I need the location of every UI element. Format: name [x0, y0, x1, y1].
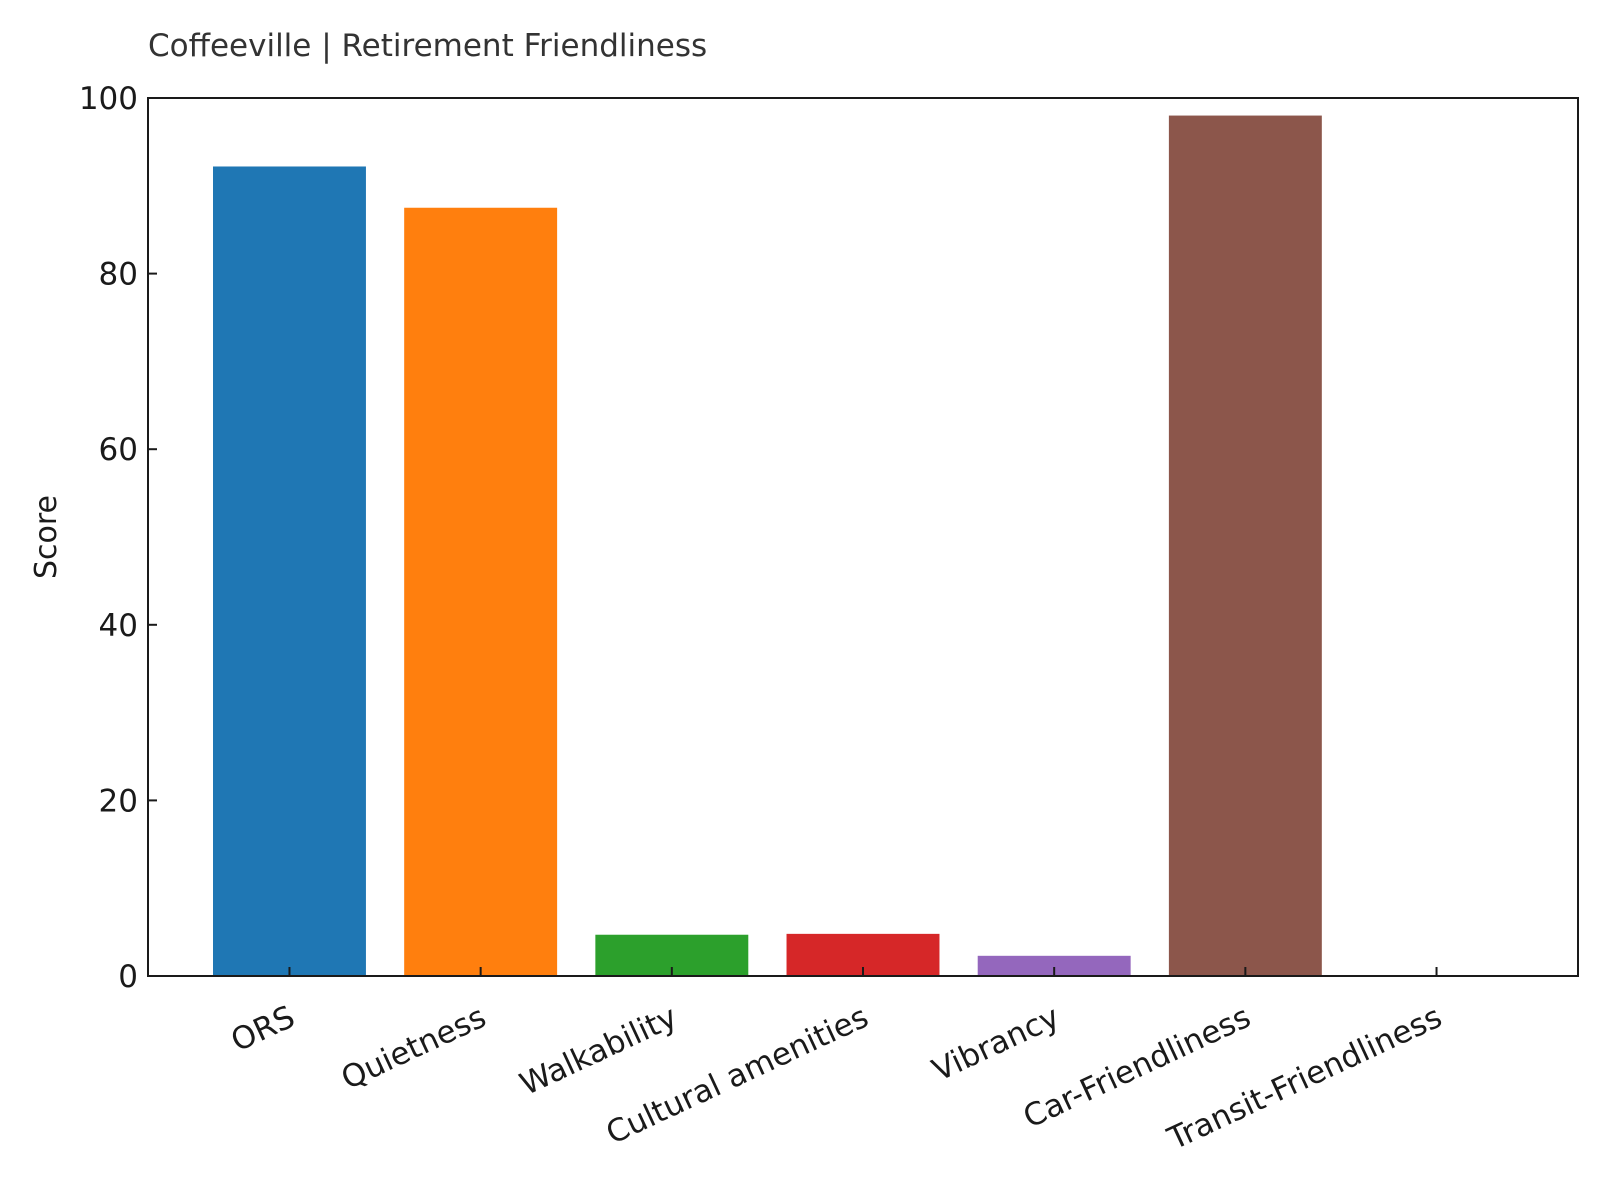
y-tick-label: 20: [99, 783, 138, 819]
bar-quietness: [404, 207, 558, 976]
y-tick-label: 60: [99, 432, 138, 468]
y-tick-label: 40: [99, 608, 138, 644]
y-tick-label: 0: [118, 959, 138, 995]
bar-vibrancy: [977, 955, 1131, 976]
y-tick-label: 100: [79, 81, 138, 117]
x-tick-label: ORS: [226, 999, 301, 1059]
bar-ors: [213, 166, 366, 976]
x-tick-label: Vibrancy: [927, 999, 1065, 1089]
x-tick-label: Quietness: [336, 999, 492, 1097]
y-tick-label: 80: [99, 257, 138, 293]
plot-frame: [147, 97, 1579, 977]
x-tick-label: Walkability: [515, 999, 683, 1103]
y-axis-ticks: 0 20 40 60 80 100: [79, 81, 157, 995]
y-axis-label: Score: [29, 495, 64, 579]
chart-title: Coffeeville | Retirement Friendliness: [148, 28, 707, 64]
bar-car-friendliness: [1168, 115, 1322, 976]
bars-group: [213, 115, 1322, 976]
